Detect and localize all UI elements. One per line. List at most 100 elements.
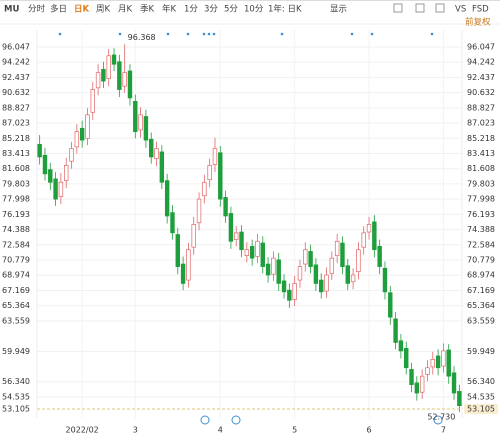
candle-body [388, 292, 393, 318]
candle-body [138, 114, 143, 131]
candle-body [207, 165, 212, 181]
y-tick-label-right: 96.047 [467, 42, 495, 51]
toolbar-tab[interactable]: 多日 [50, 4, 67, 15]
y-tick-label-right: 72.584 [467, 240, 495, 249]
last-price-left: 53.105 [2, 405, 30, 414]
candle-body [297, 266, 303, 281]
y-tick-label-left: 77.998 [2, 195, 30, 204]
candle-body [382, 267, 388, 293]
toolbar-icon[interactable] [435, 3, 445, 13]
event-dot[interactable] [207, 32, 211, 36]
y-tick-label-left: 83.413 [2, 149, 30, 158]
candle-body [42, 154, 48, 175]
toolbar-tab[interactable]: 3分 [204, 5, 218, 15]
toolbar-tab[interactable]: 10分 [244, 5, 264, 15]
toolbar-tab[interactable]: 5分 [224, 5, 238, 15]
candle-body [74, 131, 80, 148]
y-tick-label-right: 63.559 [467, 316, 495, 325]
toolbar-tab[interactable]: 显示 [330, 5, 347, 15]
y-tick-label-left: 74.388 [2, 225, 30, 234]
event-dot[interactable] [370, 32, 374, 36]
y-tick-label-left: 68.974 [2, 271, 30, 280]
y-tick-label-right: 76.193 [467, 210, 495, 219]
toolbar-tab[interactable]: 周K [96, 5, 111, 15]
x-tick-label: 4 [218, 426, 223, 435]
candle-body [117, 61, 122, 90]
y-tick-label-left: 67.169 [2, 286, 30, 295]
candle-body [457, 391, 462, 407]
candle-body [101, 68, 106, 82]
x-tick-label: 6 [366, 426, 371, 435]
candle-body [48, 169, 53, 183]
candle-body [404, 348, 409, 369]
event-dot[interactable] [186, 32, 190, 36]
y-tick-label-right: 83.413 [467, 149, 495, 158]
candle-body [223, 197, 228, 217]
toolbar-tab[interactable]: 年K [162, 4, 177, 15]
toolbar-tab[interactable]: 1年: 日K [268, 4, 302, 15]
y-tick-label-right: 79.803 [467, 179, 495, 188]
candle-body [95, 72, 101, 89]
candle-body [292, 283, 297, 300]
event-icon[interactable] [200, 415, 210, 425]
event-dot[interactable] [350, 32, 354, 36]
y-tick-label-left: 94.242 [2, 58, 30, 67]
symbol: MU [4, 5, 19, 15]
y-tick-label-left: 88.827 [2, 103, 30, 112]
candle-body [180, 263, 186, 284]
candle-body [64, 165, 69, 181]
event-dot[interactable] [166, 32, 170, 36]
y-tick-label-left: 59.949 [2, 347, 30, 356]
candle-body [149, 138, 154, 158]
toolbar-tab[interactable]: 季K [140, 4, 155, 15]
candle-body [419, 375, 425, 393]
y-tick-label-left: 65.364 [2, 301, 30, 310]
candle-body [202, 181, 207, 197]
event-icon[interactable] [433, 415, 443, 425]
candle-body [329, 257, 335, 274]
y-tick-label-left: 92.437 [2, 73, 30, 82]
candle-body [324, 274, 329, 292]
event-dot[interactable] [118, 32, 122, 36]
toolbar-icon[interactable] [415, 3, 425, 13]
candle-body [170, 212, 175, 234]
candle-body [234, 232, 239, 240]
event-dot[interactable] [58, 32, 62, 36]
candle-body [127, 70, 133, 99]
max-label: 96.368 [128, 33, 156, 42]
candle-body [239, 231, 244, 251]
candle-body [143, 116, 149, 141]
event-icon[interactable] [231, 415, 241, 425]
event-dot[interactable] [202, 32, 206, 36]
toolbar-right[interactable]: VS [455, 5, 466, 15]
candle-body [37, 143, 42, 158]
candle-body [122, 72, 127, 87]
toolbar-tab[interactable]: 月K [118, 5, 133, 15]
candle-body [308, 251, 313, 267]
candle-body [260, 242, 265, 267]
toolbar-tab[interactable]: 分时 [28, 4, 46, 15]
min-label: 52.730 [427, 413, 455, 422]
candle-body [361, 232, 366, 248]
candle-body [425, 367, 430, 375]
candle-body [393, 318, 398, 343]
candle-body [191, 224, 196, 248]
candle-body [414, 382, 420, 394]
event-dot[interactable] [280, 32, 284, 36]
candle-body [446, 349, 451, 377]
y-tick-label-left: 96.047 [2, 42, 30, 51]
event-dot[interactable] [430, 32, 434, 36]
toolbar-tab[interactable]: 1分 [184, 5, 198, 15]
y-tick-label-left: 79.803 [2, 179, 30, 188]
adjust-button[interactable]: 前复权 [465, 17, 491, 28]
x-tick-label: 5 [292, 426, 297, 435]
candle-body [228, 213, 234, 242]
event-dot[interactable] [212, 32, 216, 36]
y-tick-label-left: 70.779 [2, 256, 30, 265]
candle-body [186, 249, 191, 281]
toolbar-tab[interactable]: 日K [74, 5, 90, 15]
toolbar-right[interactable]: FSD [472, 5, 489, 15]
candle-body [249, 245, 255, 259]
toolbar-icon[interactable] [393, 3, 403, 13]
